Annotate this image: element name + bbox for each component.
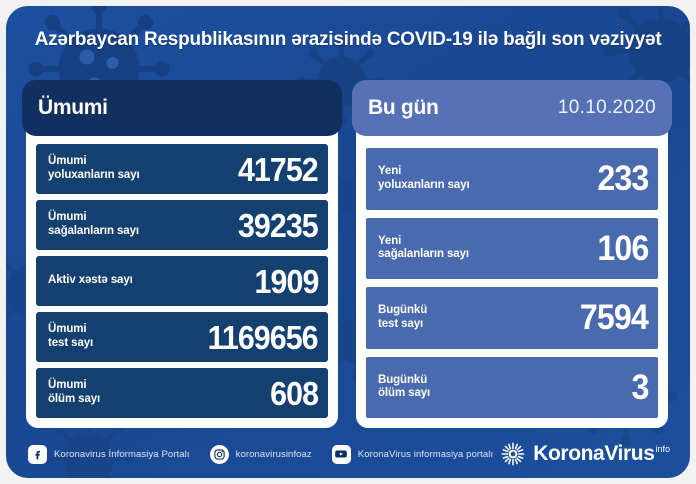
stat-row: Ümumi sağalanların sayı 39235 [36, 200, 328, 250]
stat-value: 1169656 [207, 318, 319, 356]
panel-today-body: Yeni yoluxanların sayı 233 Yeni sağalanl… [356, 118, 668, 428]
stat-label: Ümumi test sayı [48, 323, 94, 349]
stat-row: Aktiv xəstə sayı 1909 [36, 256, 328, 306]
panel-total-heading: Ümumi [38, 96, 108, 119]
stat-row: Yeni sağalanların sayı 106 [366, 217, 658, 279]
stat-row: Ümumi test sayı 1169656 [36, 312, 328, 362]
stat-row: Ümumi yoluxanların sayı 41752 [36, 144, 328, 194]
stat-label: Yeni sağalanların sayı [378, 234, 469, 261]
social-label: KoronaVirus informasiya portalı [357, 448, 494, 460]
instagram-icon [209, 444, 229, 464]
virus-sunburst-icon [500, 441, 526, 467]
social-link-instagram[interactable]: koronavirusinfoaz [209, 444, 312, 464]
logo-wordmark: KoronaVirusinfo [533, 442, 670, 466]
panel-today: Bu gün 10.10.2020 Yeni yoluxanların sayı… [352, 80, 672, 428]
stat-row: Bugünkü ölüm sayı 3 [366, 356, 658, 418]
facebook-icon [28, 444, 47, 464]
social-link-youtube[interactable]: KoronaVirus informasiya portalı [331, 444, 494, 464]
stat-value: 7594 [580, 298, 649, 338]
page-title: Azərbaycan Respublikasının ərazisində CO… [6, 28, 690, 51]
stat-label: Bugünkü test sayı [378, 304, 428, 330]
social-links: Koronavirus İnformasiya Portalı koronavi… [28, 444, 494, 464]
stat-label: Aktiv xəstə sayı [48, 274, 133, 287]
stat-value: 3 [631, 367, 649, 407]
stat-value: 1909 [254, 262, 319, 300]
stat-row: Yeni yoluxanların sayı 233 [366, 148, 658, 210]
stat-label: Ümumi yoluxanların sayı [48, 155, 140, 181]
stat-value: 233 [597, 159, 649, 199]
footer: Koronavirus İnformasiya Portalı koronavi… [6, 430, 690, 478]
panel-total-body: Ümumi yoluxanların sayı 41752 Ümumi sağa… [26, 118, 338, 428]
stat-row: Ümumi ölüm sayı 608 [36, 368, 328, 418]
stat-value: 608 [270, 374, 319, 412]
stat-row: Bugünkü test sayı 7594 [366, 287, 658, 349]
panel-today-date: 10.10.2020 [557, 97, 656, 118]
social-link-facebook[interactable]: Koronavirus İnformasiya Portalı [28, 444, 190, 464]
stat-value: 106 [597, 228, 649, 268]
panel-today-header: Bu gün 10.10.2020 [352, 80, 672, 136]
stat-value: 41752 [238, 150, 319, 188]
stats-panels: Ümumi Ümumi yoluxanların sayı 41752 Ümum… [6, 80, 690, 430]
koronavirus-logo[interactable]: KoronaVirusinfo [500, 441, 670, 467]
page-title-text: Azərbaycan Respublikasının ərazisində CO… [34, 28, 662, 50]
stat-value: 39235 [238, 206, 319, 244]
logo-name: KoronaVirus [533, 442, 655, 465]
youtube-icon [331, 444, 351, 464]
social-label: Koronavirus İnformasiya Portalı [54, 448, 190, 460]
stat-label: Yeni yoluxanların sayı [378, 165, 470, 191]
panel-today-heading: Bu gün [368, 96, 439, 119]
stat-label: Ümumi sağalanların sayı [48, 211, 139, 237]
social-label: koronavirusinfoaz [235, 448, 312, 460]
panel-total: Ümumi Ümumi yoluxanların sayı 41752 Ümum… [22, 80, 342, 428]
logo-superscript: info [655, 444, 670, 454]
panel-total-header: Ümumi [22, 80, 342, 136]
infographic-board: Azərbaycan Respublikasının ərazisində CO… [6, 6, 690, 478]
stat-label: Ümumi ölüm sayı [48, 379, 101, 405]
stat-label: Bugünkü ölüm sayı [378, 373, 431, 400]
